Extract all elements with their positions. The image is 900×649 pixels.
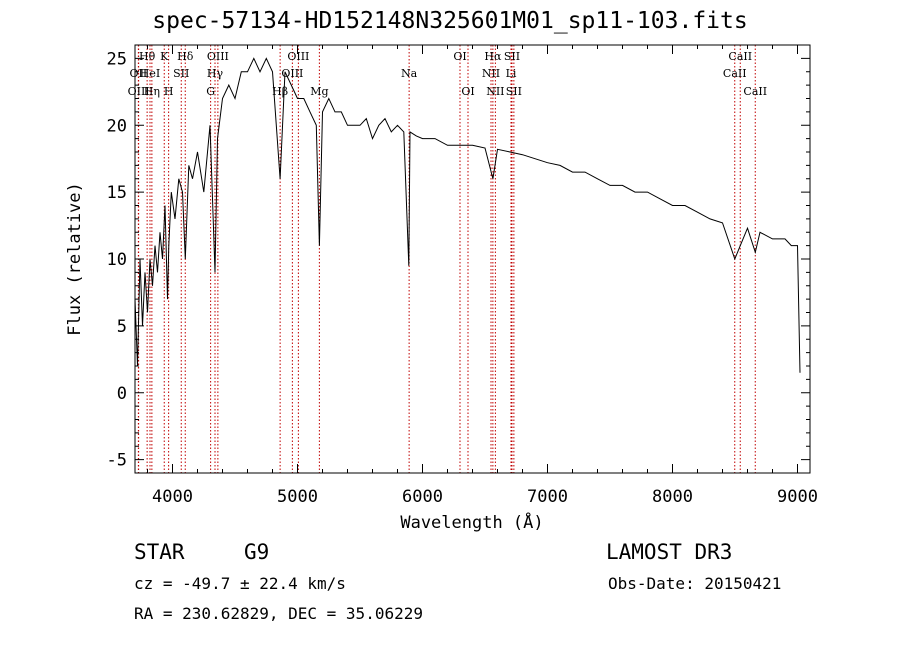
y-tick-label-25: 25 [107,49,127,69]
x-axis-label: Wavelength (Å) [400,511,543,533]
coordinates: RA = 230.62829, DEC = 35.06229 [134,604,423,623]
x-axis-ticks: 4000 5000 6000 7000 8000 9000 [147,45,818,507]
line-label-1: K [160,50,169,63]
survey-name: LAMOST DR3 [606,540,733,564]
line-label-5: SII [173,67,189,80]
y-axis-label: Flux (relative) [65,182,85,336]
line-label-13: OIII [281,67,303,80]
y-tick-label-20: 20 [107,116,127,136]
line-label-12: OIII [287,50,309,63]
line-label-25: CaII [728,50,752,63]
y-tick-label-15: 15 [107,183,127,203]
object-subclass: G9 [244,540,270,564]
line-label-11: G [206,85,215,98]
spectral-line-markers [137,45,756,473]
x-tick-label-8000: 8000 [652,487,693,507]
y-tick-label-10: 10 [107,250,127,270]
line-label-18: OI [461,85,474,98]
series-line-0 [134,57,801,373]
object-class: STAR [134,540,185,564]
y-tick-label--5: -5 [107,451,127,471]
x-tick-label-9000: 9000 [777,487,818,507]
line-label-14: Hβ [272,85,288,98]
line-label-10: Hγ [207,67,224,80]
spectrum-series [134,57,801,373]
line-label-4: HeI [140,67,160,80]
line-label-26: CaII [723,67,747,80]
line-label-15: Mg [310,85,328,98]
line-label-16: Na [401,67,418,80]
line-label-0: Hθ [139,50,156,63]
line-label-27: CaII [743,85,767,98]
line-label-9: OIII [207,50,229,63]
line-label-19: Hα [484,50,502,63]
line-label-21: NII [482,67,500,80]
x-tick-label-7000: 7000 [527,487,568,507]
line-label-22: Li [506,67,517,80]
redshift-cz: cz = -49.7 ± 22.4 km/s [134,574,346,593]
x-tick-label-4000: 4000 [152,487,193,507]
x-tick-label-5000: 5000 [277,487,318,507]
line-label-23: NII [486,85,504,98]
line-label-3: OII [130,67,148,80]
line-label-2: Hδ [177,50,194,63]
plot-frame [134,44,811,474]
line-label-20: SII [504,50,520,63]
observation-date: Obs-Date: 20150421 [608,574,782,593]
line-label-7: Hη [144,85,160,98]
x-tick-label-6000: 6000 [402,487,443,507]
chart-title: spec-57134-HD152148N325601M01_sp11-103.f… [152,8,748,34]
line-label-8: H [164,85,174,98]
line-label-6: OIII [128,85,150,98]
y-tick-label-5: 5 [117,317,127,337]
line-label-17: OI [453,50,466,63]
y-tick-label-0: 0 [117,384,127,404]
line-label-24: SII [506,85,522,98]
y-axis-ticks: -5 0 5 10 15 20 25 [107,49,810,471]
